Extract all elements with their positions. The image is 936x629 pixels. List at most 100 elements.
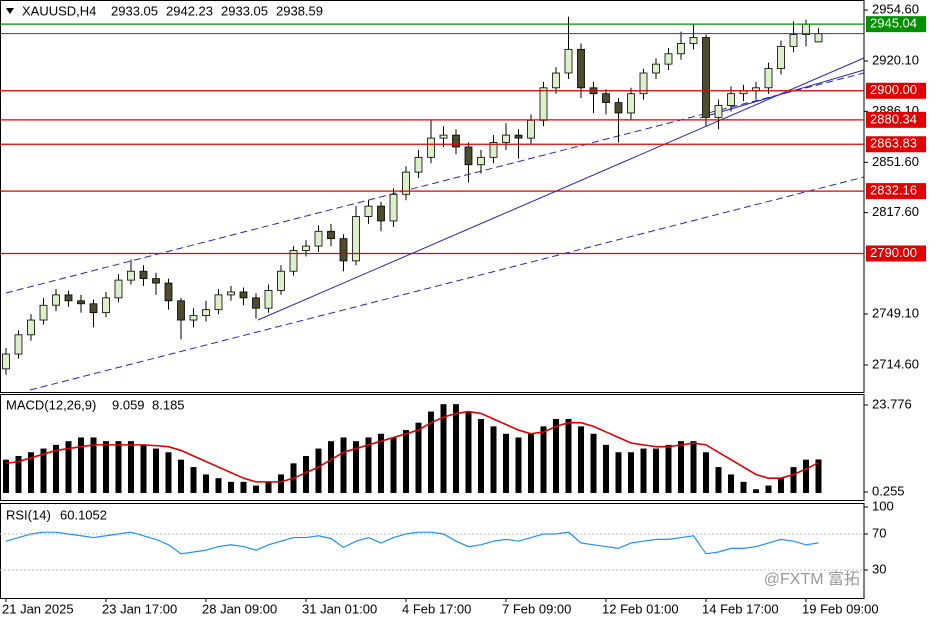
symbol-icon	[6, 8, 14, 14]
candle-body	[714, 105, 723, 118]
candle-body	[402, 171, 410, 195]
level-label: 2900.00	[870, 82, 917, 97]
candle-body	[689, 37, 698, 44]
candle-body	[477, 156, 485, 166]
candle-body	[527, 119, 535, 139]
candle-body	[564, 48, 573, 74]
x-tick-label: 12 Feb 01:00	[602, 601, 679, 616]
macd-bar	[815, 459, 822, 493]
candle-body	[664, 53, 673, 65]
candle-body	[602, 93, 610, 103]
candle-body	[427, 137, 435, 158]
macd-bar	[490, 426, 497, 493]
macd-bar	[390, 437, 397, 493]
candle-body	[189, 315, 198, 321]
pane-frame	[0, 503, 865, 599]
macd-bar	[765, 485, 772, 493]
macd-bar	[628, 452, 634, 493]
labels: XAUUSD,H4 2933.05 2942.23 2933.05 2938.5…	[2, 1, 926, 616]
level-label-bg	[866, 183, 926, 200]
level-label: 2832.16	[870, 183, 917, 198]
macd-bar	[753, 489, 759, 493]
trend-line	[699, 69, 865, 119]
signal-value: 8.185	[152, 397, 185, 412]
macd-bar	[503, 433, 509, 493]
y-tick-label: 2749.10	[872, 305, 919, 320]
macd-bar	[215, 478, 222, 493]
candle-body	[227, 291, 235, 296]
x-tick-label: 7 Feb 09:00	[502, 601, 571, 616]
channel-line	[29, 176, 865, 391]
candle-body	[389, 193, 398, 222]
signal-line	[5, 410, 819, 483]
candle-body	[777, 45, 785, 69]
candle-body	[239, 291, 248, 299]
macd-bar	[203, 474, 209, 493]
macd-bar	[65, 441, 72, 493]
level-label-bg	[866, 16, 926, 33]
macd-bar	[378, 433, 384, 493]
macd-bar	[440, 404, 447, 493]
candle-body	[364, 205, 373, 217]
open-value: 2933.05	[111, 3, 158, 18]
high-value: 2942.23	[166, 3, 213, 18]
plot	[0, 0, 868, 602]
macd-bar	[415, 422, 422, 493]
candle-body	[39, 304, 48, 321]
candle-body	[252, 297, 260, 309]
candle-body	[164, 282, 173, 302]
candle-body	[14, 334, 23, 355]
y-tick-label: 0.255	[872, 483, 905, 498]
macd-bar	[453, 404, 459, 493]
macd-bar	[578, 426, 584, 493]
candle-body	[377, 205, 385, 222]
candle-body	[414, 156, 423, 173]
macd-bar	[665, 444, 672, 493]
candle-body	[439, 134, 448, 139]
macd-bar	[28, 452, 34, 493]
macd-bar	[690, 441, 697, 493]
candle-body	[552, 72, 560, 89]
macd-title: MACD(12,26,9)	[6, 397, 96, 412]
pane-frame	[0, 0, 865, 393]
y-tick-label: 2817.60	[872, 204, 919, 219]
candle-body	[539, 87, 548, 121]
candle-body	[489, 142, 498, 158]
macd-bar	[278, 474, 284, 493]
macd-bar	[703, 452, 709, 493]
y-tick-label: 2714.60	[872, 356, 919, 371]
x-tick-label: 23 Jan 17:00	[102, 601, 177, 616]
macd-bar	[165, 452, 172, 493]
macd-bar	[228, 481, 234, 493]
macd-bar	[115, 441, 122, 493]
macd-bar	[328, 441, 334, 493]
y-tick-label: 2851.60	[872, 154, 919, 169]
y-tick-label: 70	[872, 525, 886, 540]
macd-bar	[240, 481, 247, 493]
candle-body	[802, 23, 810, 35]
x-tick-label: 19 Feb 09:00	[802, 601, 879, 616]
macd-bar	[615, 452, 622, 493]
level-label-bg	[866, 245, 926, 262]
level-label: 2790.00	[870, 245, 917, 260]
y-tick-label: 23.776	[872, 396, 912, 411]
x-tick-label: 31 Jan 01:00	[302, 601, 377, 616]
x-tick-label: 4 Feb 17:00	[402, 601, 471, 616]
y-tick-label: 30	[872, 561, 886, 576]
macd-bar	[303, 455, 309, 493]
candle-body	[327, 230, 335, 240]
level-label-bg	[866, 136, 926, 153]
candle-body	[77, 300, 85, 305]
macd-bar	[540, 426, 547, 493]
macd-bar	[678, 441, 684, 493]
macd-bar	[715, 467, 722, 493]
candle-body	[702, 37, 710, 118]
candle-body	[502, 134, 510, 143]
low-value: 2933.05	[221, 3, 268, 18]
candle-body	[264, 290, 273, 309]
candle-body	[577, 48, 585, 89]
candle-body	[52, 294, 60, 306]
macd-bar	[590, 433, 597, 493]
